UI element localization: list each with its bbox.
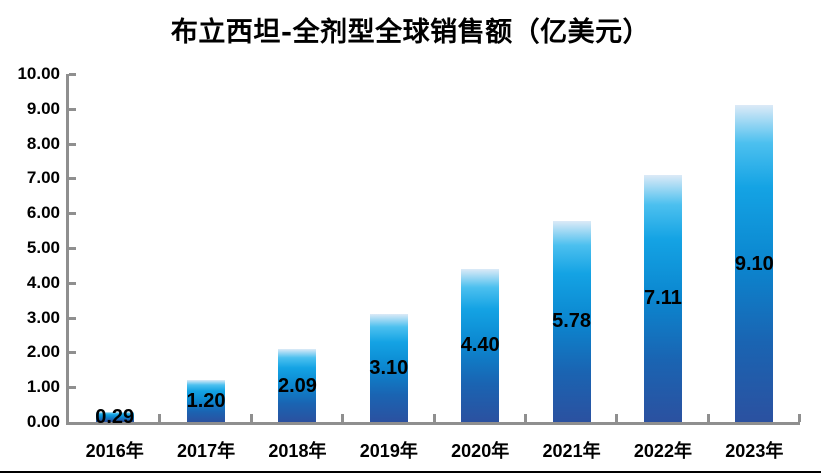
bar-value-label: 5.78 xyxy=(552,310,592,333)
bar-2019年 xyxy=(369,314,408,422)
x-axis-tick xyxy=(432,414,436,422)
x-axis-label: 2023年 xyxy=(725,441,784,461)
y-axis-label: 7.00 xyxy=(26,168,60,188)
x-axis-tick xyxy=(615,414,619,422)
y-axis-tick xyxy=(69,351,76,355)
bar-value-label: 2.09 xyxy=(277,374,317,397)
y-axis-label: 9.00 xyxy=(26,98,60,118)
x-axis-label: 2022年 xyxy=(633,441,692,461)
x-axis-label: 2019年 xyxy=(359,441,418,461)
bar-value-label: 7.11 xyxy=(644,287,682,310)
x-axis-label: 2021年 xyxy=(542,441,601,461)
x-axis-tick xyxy=(706,414,710,422)
x-axis-tick xyxy=(523,414,527,422)
bar-2022年 xyxy=(643,174,682,422)
bar-value-label: 3.10 xyxy=(369,357,409,380)
y-axis-tick xyxy=(69,386,76,390)
y-axis-label: 4.00 xyxy=(26,272,60,292)
bar-2016年 xyxy=(95,411,134,422)
y-axis-label: 5.00 xyxy=(26,238,60,257)
y-axis-label: 10.00 xyxy=(17,64,60,83)
y-axis-label: 0.00 xyxy=(26,412,60,431)
y-axis-label: 6.00 xyxy=(26,203,60,223)
bar-value-label: 4.40 xyxy=(460,334,500,357)
bottom-border-line xyxy=(0,471,821,473)
x-axis-tick xyxy=(158,414,162,422)
y-axis-tick xyxy=(69,107,76,111)
bar-2018年 xyxy=(278,349,317,422)
y-axis-tick xyxy=(69,73,76,76)
y-axis-tick xyxy=(69,281,76,285)
y-axis-label: 1.00 xyxy=(26,377,60,397)
bar-2023年 xyxy=(735,105,774,422)
x-axis-label: 2017年 xyxy=(177,441,236,461)
y-axis-tick xyxy=(69,316,76,320)
y-axis-tick xyxy=(69,247,76,250)
bar-value-label: 0.29 xyxy=(95,405,135,428)
y-axis-label: 2.00 xyxy=(26,342,60,362)
bar-value-label: 1.20 xyxy=(186,390,226,413)
bar-2021年 xyxy=(552,220,591,422)
y-axis-tick xyxy=(69,177,76,181)
chart-title: 布立西坦-全剂型全球销售额（亿美元） xyxy=(170,17,651,48)
y-axis-tick xyxy=(69,142,76,146)
x-axis-tick xyxy=(341,414,345,422)
x-axis-tick xyxy=(249,414,253,422)
bar-value-label: 9.10 xyxy=(734,252,774,275)
y-axis-label: 8.00 xyxy=(26,133,60,153)
y-axis-line xyxy=(66,74,69,425)
bar-2017年 xyxy=(187,380,226,422)
y-axis-tick xyxy=(69,212,76,216)
x-axis-tick xyxy=(798,414,801,422)
x-axis-label: 2016年 xyxy=(85,441,144,461)
bar-2020年 xyxy=(461,268,500,422)
x-axis-label: 2020年 xyxy=(451,441,510,461)
y-axis-label: 3.00 xyxy=(26,307,60,327)
x-axis-line xyxy=(66,422,800,425)
x-axis-label: 2018年 xyxy=(268,441,327,461)
